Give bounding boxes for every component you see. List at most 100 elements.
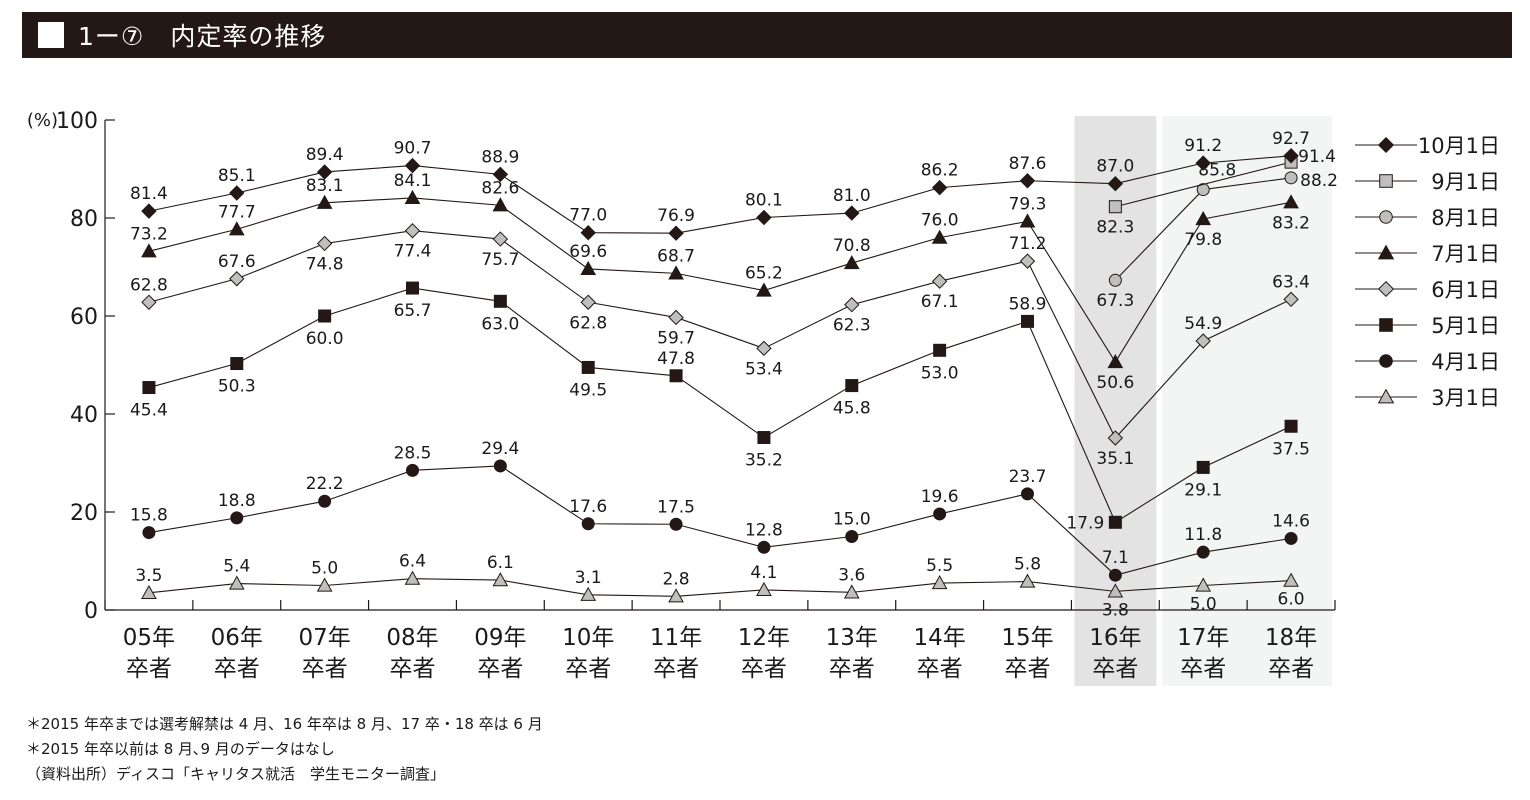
data-label: 87.6 (1009, 154, 1047, 174)
data-label: 15.0 (833, 510, 871, 530)
series-point (1107, 583, 1124, 598)
series-8: 3.5 5.4 5.0 6.4 6.1 3.1 2.8 4.1 3.6 5.5 5.8 3.8 5.0 6… (135, 552, 1304, 621)
series-point (756, 209, 772, 226)
legend-marker (1377, 244, 1395, 260)
x-tick-label-year: 14年 (914, 625, 966, 651)
data-label: 18.8 (218, 491, 256, 511)
series-point (1108, 200, 1122, 214)
series-1: 81.4 85.1 89.4 90.7 88.9 77.0 76.9 80.1 81.0 86.2… (130, 129, 1310, 241)
series-point (1195, 210, 1212, 226)
y-tick-label-60: 60 (70, 305, 98, 330)
data-label: 5.0 (1190, 595, 1217, 615)
data-label: 6.0 (1278, 590, 1305, 610)
data-label: 83.1 (306, 176, 344, 196)
data-label: 91.2 (1184, 136, 1222, 156)
data-label: 17.5 (657, 497, 695, 517)
y-tick-label-100: 100 (56, 109, 98, 134)
data-label: 58.9 (1009, 294, 1047, 314)
legend-item-7: 4月1日 (1355, 350, 1500, 374)
x-tick-label-suffix: 卒者 (477, 656, 523, 682)
series-point (142, 381, 156, 395)
legend-marker (1377, 136, 1395, 154)
x-tick-label-suffix: 卒者 (390, 656, 436, 682)
series-line (148, 197, 1292, 364)
data-label: 77.4 (394, 242, 432, 262)
x-tick-label-suffix: 卒者 (829, 656, 875, 682)
data-label: 67.1 (921, 292, 959, 312)
data-label: 49.5 (569, 380, 607, 400)
series-line (148, 155, 1292, 234)
data-label: 17.6 (569, 497, 607, 517)
series-2: 82.3 91.4 (1096, 147, 1336, 238)
series-7: 15.8 18.8 22.2 28.5 29.4 17.6 17.5 12.8 15.0 19.6… (130, 439, 1310, 582)
series-point (756, 581, 772, 597)
series-point (668, 309, 684, 326)
series-point (1019, 253, 1036, 269)
data-label: 50.6 (1096, 373, 1134, 393)
x-tick-label-suffix: 卒者 (1268, 656, 1314, 682)
legend-marker (1379, 174, 1393, 188)
data-label: 68.7 (657, 246, 695, 266)
data-label: 45.8 (833, 399, 871, 419)
series-point (1107, 175, 1124, 192)
data-label: 5.8 (1014, 555, 1041, 575)
series-point (404, 223, 421, 239)
y-tick-label-40: 40 (70, 403, 98, 428)
data-label: 3.8 (1102, 600, 1129, 620)
data-label: 67.6 (218, 252, 256, 272)
series-point (228, 575, 245, 590)
x-tick-label-suffix: 卒者 (214, 656, 260, 682)
series-point (230, 511, 244, 525)
series-point (492, 166, 509, 183)
data-label: 22.2 (306, 474, 344, 494)
series-line (1115, 161, 1292, 208)
legend-label: 3月1日 (1431, 386, 1500, 410)
y-tick-label-0: 0 (84, 599, 98, 624)
data-label: 37.5 (1272, 439, 1310, 459)
y-tick-label-20: 20 (70, 501, 98, 526)
data-label: 63.0 (481, 314, 519, 334)
data-label: 83.2 (1272, 213, 1310, 233)
series-point (757, 431, 771, 445)
data-label: 91.4 (1298, 147, 1336, 167)
series-point (669, 517, 683, 531)
title-bar: 1ー⑦ 内定率の推移 (22, 12, 1512, 58)
data-label: 62.8 (130, 275, 168, 295)
data-label: 47.8 (657, 349, 695, 369)
series-point (1284, 171, 1298, 185)
series-point (933, 507, 947, 521)
x-tick-label-suffix: 卒者 (126, 656, 172, 682)
series-point (931, 273, 948, 289)
series-point (843, 584, 860, 599)
legend-item-3: 8月1日 (1355, 206, 1500, 230)
data-label: 17.9 (1066, 513, 1104, 533)
series-point (316, 194, 333, 209)
series-point (844, 205, 860, 221)
data-label: 90.7 (394, 139, 432, 159)
series-point (316, 164, 333, 180)
series-point (228, 221, 245, 236)
series-point (1107, 354, 1124, 369)
series-point (580, 586, 597, 601)
data-label: 63.4 (1272, 272, 1310, 292)
data-label: 14.6 (1272, 511, 1310, 531)
data-label: 79.8 (1184, 230, 1222, 250)
series-point (1283, 291, 1299, 308)
data-label: 11.8 (1184, 525, 1222, 545)
data-label: 7.1 (1102, 548, 1129, 568)
series-point (1019, 173, 1036, 189)
series-point (581, 360, 595, 374)
data-label: 77.7 (218, 202, 256, 222)
data-label: 73.2 (130, 224, 168, 244)
data-label: 5.4 (223, 557, 250, 577)
data-label: 5.5 (926, 556, 953, 576)
data-label: 50.3 (218, 377, 256, 397)
series-point (1283, 194, 1299, 209)
data-label: 76.9 (657, 206, 695, 226)
legend-item-4: 7月1日 (1355, 242, 1500, 266)
data-label: 65.7 (394, 301, 432, 321)
series-point (668, 225, 684, 241)
data-label: 67.3 (1096, 291, 1134, 311)
data-label: 35.1 (1096, 449, 1134, 469)
